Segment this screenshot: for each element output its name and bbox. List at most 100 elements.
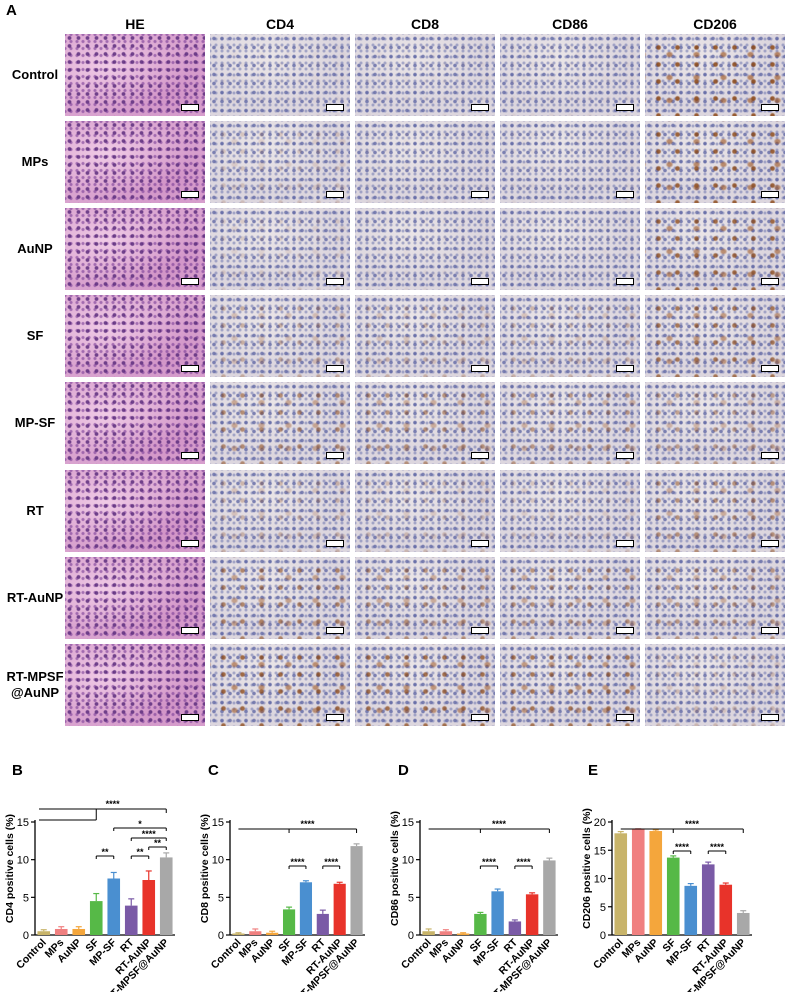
dab-stain-overlay bbox=[355, 470, 495, 552]
column-header-cd206: CD206 bbox=[693, 16, 737, 32]
bar-mps bbox=[439, 931, 453, 935]
micrograph-tile bbox=[645, 382, 785, 464]
scale-bar bbox=[761, 191, 779, 198]
scale-bar bbox=[181, 714, 199, 721]
row-label: AuNP bbox=[17, 241, 53, 256]
bar-aunp bbox=[456, 933, 470, 935]
bar-sf bbox=[282, 909, 296, 935]
bar-rt-mpsf@aunp bbox=[159, 857, 173, 935]
row-label: RT-AuNP bbox=[6, 590, 64, 605]
panel-letter: B bbox=[12, 762, 23, 779]
micrograph-tile bbox=[210, 208, 350, 290]
panel-letter: C bbox=[208, 762, 219, 779]
scale-bar bbox=[326, 627, 344, 634]
micrograph-tile bbox=[65, 557, 205, 639]
bar-rt-aunp bbox=[525, 894, 539, 935]
scale-bar bbox=[326, 540, 344, 547]
panel-letter: D bbox=[398, 762, 409, 779]
bar-aunp bbox=[266, 932, 279, 935]
micrograph-tile bbox=[210, 470, 350, 552]
y-tick-label: 5 bbox=[218, 892, 224, 904]
y-axis-label: CD86 positive cells (%) bbox=[389, 811, 401, 926]
micrograph-tile bbox=[355, 470, 495, 552]
y-tick-label: 15 bbox=[594, 845, 606, 857]
sig-label: ** bbox=[101, 847, 109, 857]
dab-stain-overlay bbox=[355, 382, 495, 464]
dab-stain-overlay bbox=[210, 208, 350, 290]
micrograph-tile bbox=[645, 34, 785, 116]
dab-stain-overlay bbox=[645, 34, 785, 116]
scale-bar bbox=[471, 452, 489, 459]
scale-bar bbox=[761, 540, 779, 547]
bar-rt bbox=[508, 921, 522, 935]
bar-mp-sf bbox=[299, 882, 313, 935]
scale-bar bbox=[471, 714, 489, 721]
micrograph-tile bbox=[500, 34, 640, 116]
y-tick-label: 0 bbox=[600, 930, 606, 942]
scale-bar bbox=[471, 365, 489, 372]
row-label: RT-MPSF @AuNP bbox=[6, 669, 64, 700]
y-tick-label: 15 bbox=[402, 817, 414, 829]
scale-bar bbox=[181, 278, 199, 285]
scale-bar bbox=[761, 104, 779, 111]
scale-bar bbox=[181, 540, 199, 547]
micrograph-tile bbox=[355, 208, 495, 290]
panel-letter-a: A bbox=[6, 2, 17, 19]
y-tick-label: 0 bbox=[408, 930, 414, 942]
scale-bar bbox=[761, 278, 779, 285]
bar-mp-sf bbox=[491, 891, 504, 935]
y-tick-label: 20 bbox=[594, 817, 606, 829]
scale-bar bbox=[616, 452, 634, 459]
micrograph-tile bbox=[65, 470, 205, 552]
dab-stain-overlay bbox=[355, 208, 495, 290]
y-tick-label: 10 bbox=[17, 855, 29, 867]
sig-label: **** bbox=[142, 829, 157, 839]
bar-rt bbox=[701, 864, 715, 935]
scale-bar bbox=[616, 365, 634, 372]
dab-stain-overlay bbox=[210, 557, 350, 639]
scale-bar bbox=[471, 540, 489, 547]
row-label: Control bbox=[11, 67, 59, 82]
bar-control bbox=[422, 931, 435, 935]
micrograph-tile bbox=[210, 34, 350, 116]
micrograph-tile bbox=[500, 382, 640, 464]
dab-stain-overlay bbox=[645, 295, 785, 377]
scale-bar bbox=[471, 627, 489, 634]
bar-mp-sf bbox=[107, 878, 121, 935]
bar-aunp bbox=[649, 831, 663, 935]
micrograph-tile bbox=[645, 295, 785, 377]
dab-stain-overlay bbox=[500, 644, 640, 726]
bar-control bbox=[614, 833, 628, 935]
bar-rt-mpsf@aunp bbox=[350, 846, 363, 935]
scale-bar bbox=[471, 104, 489, 111]
scale-bar bbox=[616, 540, 634, 547]
dab-stain-overlay bbox=[500, 557, 640, 639]
bar-sf bbox=[89, 901, 103, 935]
y-tick-label: 0 bbox=[23, 930, 29, 942]
micrograph-tile bbox=[210, 121, 350, 203]
scale-bar bbox=[616, 104, 634, 111]
panel-letter: E bbox=[588, 762, 598, 779]
dab-stain-overlay bbox=[210, 121, 350, 203]
bar-rt-mpsf@aunp bbox=[543, 860, 556, 935]
bar-rt-aunp bbox=[719, 884, 733, 935]
sig-label: **** bbox=[675, 842, 690, 852]
sig-label: **** bbox=[324, 857, 339, 867]
micrograph-tile bbox=[355, 295, 495, 377]
column-header-he: HE bbox=[125, 16, 145, 32]
sig-label: **** bbox=[300, 819, 315, 829]
micrograph-tile bbox=[65, 382, 205, 464]
y-tick-label: 0 bbox=[218, 930, 224, 942]
y-tick-label: 5 bbox=[408, 892, 414, 904]
bar-rt bbox=[124, 905, 138, 935]
scale-bar bbox=[616, 714, 634, 721]
bar-rt-mpsf@aunp bbox=[736, 912, 750, 935]
scale-bar bbox=[761, 365, 779, 372]
dab-stain-overlay bbox=[210, 295, 350, 377]
sig-label: **** bbox=[290, 857, 305, 867]
micrograph-tile bbox=[500, 121, 640, 203]
